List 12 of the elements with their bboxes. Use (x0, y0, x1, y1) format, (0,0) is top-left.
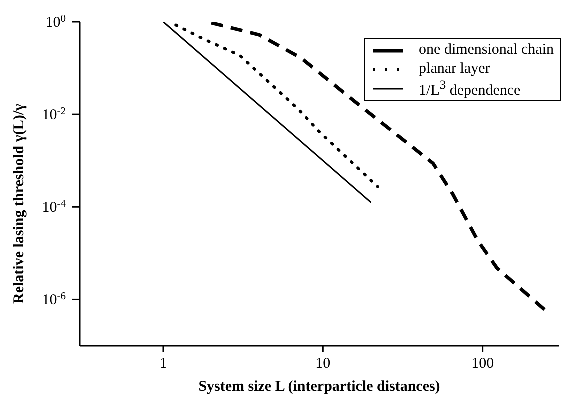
y-axis-title: Relative lasing threshold γ(L)/γ (11, 104, 28, 304)
y-tick-label: 10$^{-2}$ (42, 106, 66, 124)
legend-label: 1/L$^{3}$ dependence (419, 78, 521, 100)
y-tick-label: 10$^{-4}$ (42, 198, 67, 216)
y-tick-label: 10$^{0}$ (46, 14, 66, 31)
legend-label: planar layer (419, 61, 490, 78)
x-tick-label: 100 (472, 356, 494, 372)
legend-label: one dimensional chain (419, 42, 554, 59)
y-tick-label: 10$^{-6}$ (42, 291, 66, 309)
x-axis-title: System size L (interparticle distances) (198, 379, 440, 395)
x-tick-label: 10 (316, 356, 331, 372)
x-tick-label: 1 (160, 356, 168, 372)
